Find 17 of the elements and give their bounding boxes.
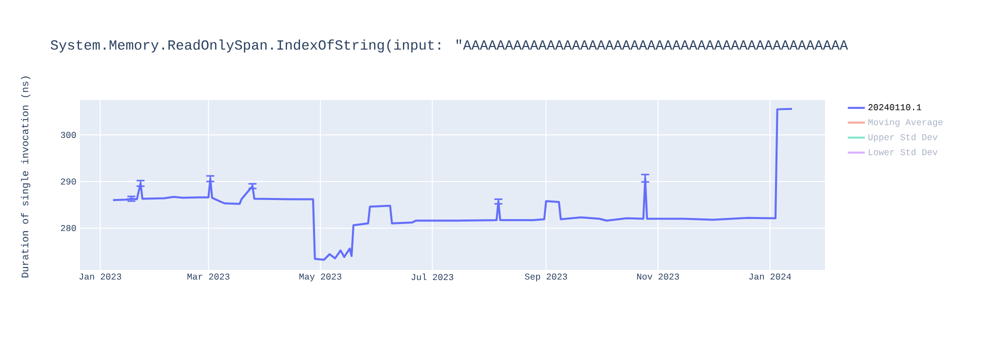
y-tick-label: 300 (60, 132, 76, 138)
x-tick-label: Sep 2023 (524, 274, 568, 282)
legend-label: 20240110.1 (868, 104, 922, 110)
x-tick-label: May 2023 (299, 274, 342, 282)
legend-label: Moving Average (868, 118, 943, 128)
x-tick-label: Mar 2023 (187, 274, 230, 280)
legend-label: Lower Std Dev (868, 148, 938, 156)
legend-label: Upper Std Dev (868, 134, 938, 142)
y-tick-label: 280 (60, 225, 76, 232)
x-tick-label: Jan 2023 (79, 274, 122, 280)
x-tick-label: Nov 2023 (637, 274, 679, 280)
y-axis-title: Duration of single invocation (ns) (21, 76, 30, 278)
line-series (112, 108, 793, 261)
chart-title: System.Memory.ReadOnlySpan.IndexOfString(input: "AAAAAAAAAAAAAAAAAAAAAAAAAAAAAAAAAAAAAAAAAAAAAA (50, 39, 848, 52)
x-tick-label: Jan 2024 (749, 274, 792, 280)
y-tick-label: 290 (60, 178, 76, 185)
x-tick-label: Jul 2023 (412, 274, 454, 280)
